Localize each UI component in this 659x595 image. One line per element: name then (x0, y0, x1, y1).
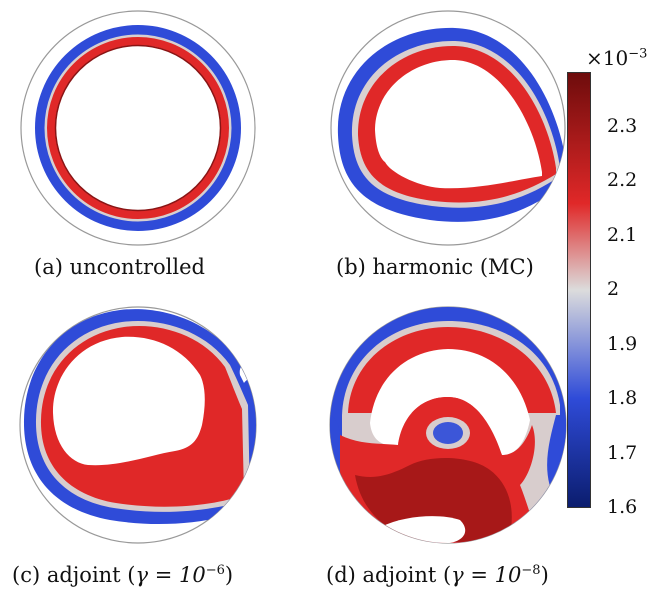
inner-core (52, 336, 205, 466)
colorbar-multiplier: ×10−3 (586, 46, 648, 70)
panel-adjoint-gamma-1e-8 (329, 306, 567, 544)
panel-adjoint-gamma-1e-6 (19, 306, 257, 544)
inner-dark-ring (54, 44, 222, 212)
colorbar-tick-label: 1.9 (607, 332, 638, 355)
caption-b: (b) harmonic (MC) (336, 255, 534, 279)
caption-d: (d) adjoint (γ = 10−8) (326, 563, 549, 587)
caption-a: (a) uncontrolled (34, 255, 205, 279)
red-ring (47, 37, 229, 219)
colorbar-tick-label: 1.6 (607, 496, 638, 518)
caption-c: (c) adjoint (γ = 10−6) (12, 563, 234, 587)
panel-uncontrolled (20, 10, 256, 246)
inner-core (375, 59, 542, 189)
gray-transition-ring (44, 34, 232, 222)
outer-blue-ring (35, 25, 241, 231)
dark-red-core (355, 458, 512, 543)
bottom-notch (375, 516, 466, 543)
colorbar-tick-label: 2.3 (607, 114, 638, 137)
inner-hole-top (370, 349, 530, 455)
colorbar-tick-label: 1.8 (607, 387, 638, 409)
blue-spot (433, 422, 463, 444)
colorbar-tick-label: 2 (607, 278, 620, 300)
colorbar-tick-label: 1.7 (607, 441, 638, 464)
colorbar-tick-label: 2.1 (607, 223, 638, 246)
panel-harmonic (330, 10, 566, 246)
notch (239, 363, 256, 383)
colorbar-tick-label: 2.2 (607, 169, 638, 191)
left-wall-blue (330, 415, 340, 445)
colorbar (567, 72, 591, 508)
